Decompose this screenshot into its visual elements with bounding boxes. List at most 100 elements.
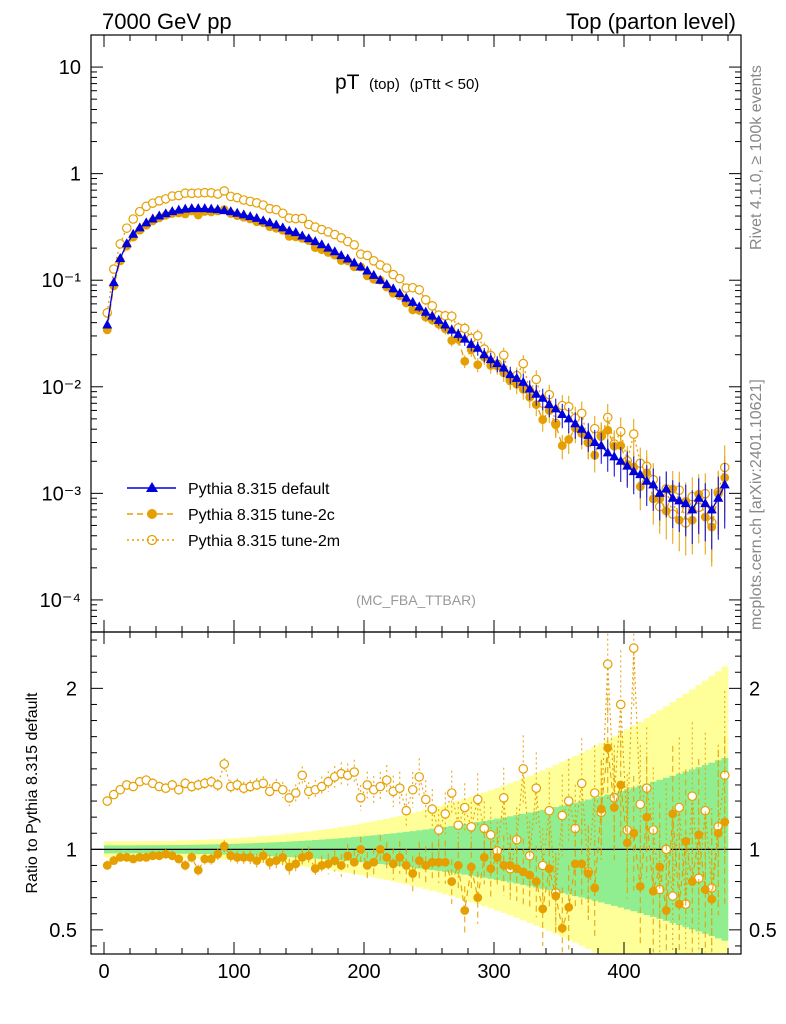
ratio-point-tune2m xyxy=(635,799,646,810)
point-default xyxy=(602,447,613,457)
point-default xyxy=(329,246,340,256)
point-default xyxy=(628,466,639,476)
ratio-point-tune2c xyxy=(655,862,665,872)
point-default xyxy=(375,274,386,284)
y-tick-label: 10⁻¹ xyxy=(42,270,82,292)
ratio-point-tune2c xyxy=(453,861,463,870)
point-default xyxy=(401,292,412,302)
point-default xyxy=(193,203,204,213)
ratio-point-tune2m xyxy=(284,793,295,803)
ratio-point-tune2m xyxy=(687,791,698,802)
ratio-point-tune2m xyxy=(167,780,178,790)
point-tune2m xyxy=(277,208,288,219)
ratio-point-tune2m xyxy=(518,764,529,774)
point-default xyxy=(420,306,431,316)
point-default xyxy=(693,492,704,502)
legend-label-default: Pythia 8.315 default xyxy=(188,481,330,498)
point-default xyxy=(128,228,139,238)
ratio-point-tune2c xyxy=(466,862,476,872)
x-tick-label: 0 xyxy=(98,961,109,983)
point-default xyxy=(186,203,197,213)
ratio-point-tune2c xyxy=(414,856,424,866)
ratio-point-tune2c xyxy=(635,881,645,891)
point-default xyxy=(121,238,132,248)
point-tune2m xyxy=(121,223,132,233)
point-tune2m xyxy=(472,330,483,341)
point-default xyxy=(609,451,620,461)
point-default xyxy=(589,437,600,447)
point-default xyxy=(492,358,503,368)
point-tune2m xyxy=(459,323,470,334)
ratio-point-tune2m xyxy=(407,784,418,795)
ratio-point-tune2c xyxy=(427,857,437,867)
point-default xyxy=(394,288,405,298)
ratio-point-tune2m xyxy=(394,783,405,793)
x-tick-label: 200 xyxy=(347,961,380,983)
ratio-point-tune2m xyxy=(628,643,639,653)
ratio-point-tune2m xyxy=(375,781,386,792)
point-default xyxy=(290,227,301,237)
ratio-point-tune2c xyxy=(447,877,457,886)
ratio-point-tune2c xyxy=(271,856,281,866)
ratio-point-tune2c xyxy=(681,836,691,846)
point-default xyxy=(147,213,158,223)
point-default xyxy=(687,504,698,514)
ratio-point-tune2c xyxy=(330,856,340,866)
ratio-point-tune2c xyxy=(382,853,392,862)
point-tune2c xyxy=(408,305,418,315)
ratio-point-tune2c xyxy=(213,849,223,859)
ratio-point-tune2m xyxy=(316,781,327,792)
ratio-point-tune2m xyxy=(531,783,542,793)
point-default xyxy=(622,460,633,470)
point-tune2m xyxy=(518,358,529,369)
legend-label-tune2m: Pythia 8.315 tune-2m xyxy=(188,533,340,550)
ratio-point-tune2c xyxy=(304,851,314,861)
ratio-point-tune2c xyxy=(557,923,567,933)
ratio-point-tune2m xyxy=(446,788,457,798)
point-default xyxy=(427,310,438,320)
point-default xyxy=(459,333,470,343)
point-tune2m xyxy=(576,408,587,419)
ratio-point-tune2m xyxy=(115,784,126,795)
point-default xyxy=(388,283,399,293)
point-default xyxy=(258,215,269,225)
point-default xyxy=(557,408,568,418)
title-sub: (top) xyxy=(369,76,400,93)
point-default xyxy=(440,319,451,329)
point-default xyxy=(706,504,717,514)
legend: Pythia 8.315 default Pythia 8.315 tune-2… xyxy=(127,481,340,550)
ratio-point-tune2c xyxy=(505,861,515,870)
ratio-point-tune2c xyxy=(538,904,548,914)
ratio-point-tune2m xyxy=(264,786,275,797)
ratio-series xyxy=(102,633,730,953)
point-default xyxy=(108,277,119,287)
point-default xyxy=(134,222,145,232)
point-default xyxy=(505,369,516,379)
ratio-point-tune2c xyxy=(648,886,658,896)
ratio-point-tune2c xyxy=(135,853,145,862)
point-tune2m xyxy=(394,273,405,284)
ratio-point-tune2c xyxy=(200,854,210,864)
point-default xyxy=(407,296,418,306)
ratio-point-tune2m xyxy=(667,891,678,901)
point-default xyxy=(141,217,152,227)
point-default xyxy=(277,222,288,232)
ratio-point-tune2m xyxy=(576,778,587,789)
ratio-point-tune2c xyxy=(408,869,418,878)
legend-marker-tune2c xyxy=(147,509,157,519)
rivet-label: Rivet 4.1.0, ≥ 100k events xyxy=(748,65,765,250)
ratio-point-tune2c xyxy=(525,870,535,880)
ratio-point-tune2c xyxy=(707,894,717,904)
point-default xyxy=(264,217,275,227)
point-default xyxy=(219,205,230,215)
ratio-point-tune2c xyxy=(252,856,262,866)
ratio-point-tune2m xyxy=(173,784,184,795)
ratio-point-tune2c xyxy=(148,851,158,861)
point-default xyxy=(245,211,256,221)
ratio-point-tune2m xyxy=(401,805,412,816)
ratio-point-tune2c xyxy=(219,841,229,851)
ratio-point-tune2c xyxy=(622,838,632,848)
point-tune2m xyxy=(362,250,373,261)
point-default xyxy=(310,236,321,246)
point-tune2m xyxy=(128,214,139,224)
